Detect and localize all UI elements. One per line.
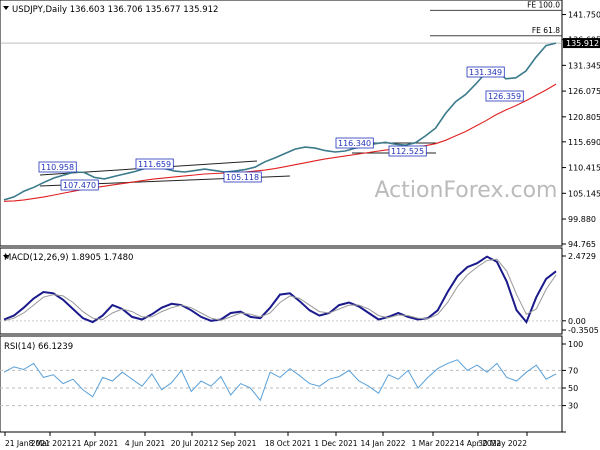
y-tick-label: 115.690 (568, 138, 600, 147)
price-label: 116.340 (338, 139, 371, 148)
price-labels: 110.958 107.470 111.659 105.118 116.340 112.5… (38, 66, 524, 191)
price-label-box (38, 161, 77, 173)
price-label-box (60, 179, 99, 191)
x-tick-label: 4 Jun 2021 (125, 439, 166, 448)
x-tick-label: 21 Apr 2021 (72, 439, 119, 448)
rsi-panel (0, 335, 563, 433)
x-tick-label: 14 Jan 2022 (361, 439, 406, 448)
y-tick-label: 126.075 (568, 87, 600, 96)
x-tick-label: 8 Mar 2021 (29, 439, 72, 448)
last-price-marker: 135.912 (563, 38, 600, 49)
macd-header: MACD(12,26,9) 1.8905 1.7480 (4, 253, 133, 263)
price-panel (0, 0, 563, 247)
last-price-box (563, 38, 600, 49)
y-tick-label: 131.345 (568, 61, 600, 70)
x-tick-label: 20 Jul 2021 (171, 439, 214, 448)
price-label: 111.659 (138, 160, 171, 169)
y-tick-label: 141.750 (568, 11, 600, 20)
x-tick-label: 1 Mar 2022 (412, 439, 455, 448)
menu-arrow-icon[interactable] (3, 6, 9, 10)
price-label: 105.118 (226, 173, 259, 182)
rsi-line (3, 359, 557, 402)
y-tick-label: 30 (568, 402, 578, 411)
menu-arrow-icon[interactable] (3, 255, 9, 259)
macd-panel (0, 247, 563, 335)
y-tick-label: 94.765 (568, 240, 596, 249)
y-tick-label: -0.3505 (568, 326, 599, 335)
price-label: 112.525 (391, 147, 424, 156)
signal-line (3, 258, 557, 322)
y-tick-label: 2.4729 (568, 252, 596, 261)
price-label-box (388, 145, 427, 157)
y-tick-label: 70 (568, 366, 578, 375)
rsi-header: RSI(14) 66.1239 (4, 342, 73, 352)
x-tick-label: 18 Oct 2021 (265, 439, 312, 448)
y-tick-label: 99.880 (568, 215, 596, 224)
y-tick-label: 110.415 (568, 164, 600, 173)
price-label-box (466, 66, 505, 78)
x-tick-label: 21 Jan 2021 (5, 439, 50, 448)
x-tick-label: 14 Apr 2022 (455, 439, 502, 448)
macd-series (3, 255, 557, 325)
price-label: 110.958 (41, 163, 74, 172)
fe-label: FE 61.8 (532, 26, 560, 35)
x-tick-label: 30 May 2022 (478, 439, 527, 448)
price-header: USDJPY,Daily 136.603 136.706 135.677 135… (12, 5, 218, 15)
price-line (3, 42, 557, 201)
watermark: ActionForex.com (375, 178, 558, 203)
price-label: 107.470 (63, 181, 96, 190)
price-label-box (485, 90, 524, 102)
price-label-box (223, 171, 262, 183)
macd-line (3, 255, 557, 325)
last-price-label: 135.912 (566, 39, 599, 48)
price-label: 131.349 (469, 68, 502, 77)
rsi-series (3, 359, 557, 402)
y-tick-label: 0.00 (568, 317, 586, 326)
x-tick-label: 2 Sep 2021 (214, 439, 257, 448)
y-tick-label: 105.145 (568, 189, 600, 198)
price-label-box (135, 158, 174, 170)
y-tick-label: 100 (568, 340, 583, 349)
fibonacci-extension-lines: FE 100.0 FE 61.8 (0, 0, 562, 44)
y-tick-label: 50 (568, 384, 578, 393)
x-tick-label: 1 Dec 2021 (314, 439, 357, 448)
fe-label: FE 100.0 (527, 0, 560, 9)
price-label-box (335, 137, 374, 149)
y-tick-label: 120.805 (568, 113, 600, 122)
price-label: 126.359 (488, 92, 521, 101)
